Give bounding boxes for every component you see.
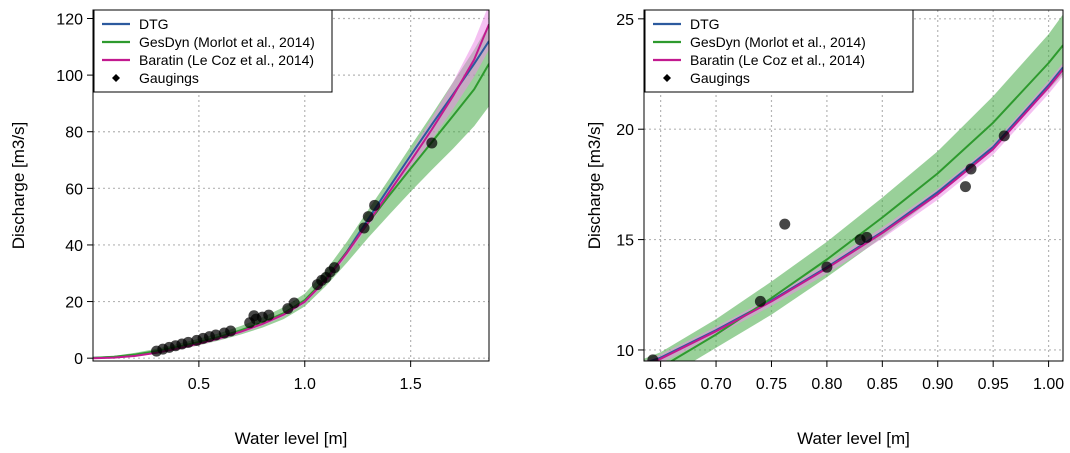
left-chart-panel: 0.5 1.0 1.5 0 20 40 60 80 100 120 Water level [m] D… xyxy=(9,9,490,448)
gauging-point xyxy=(362,211,374,223)
y-axis-label: Discharge [m3/s] xyxy=(9,122,28,250)
x-tick-label: 0.5 xyxy=(188,376,210,393)
gauging-point xyxy=(369,199,381,211)
right-chart-panel: 0.65 0.70 0.75 0.80 0.85 0.90 0.95 1.00 10 15 20 25… xyxy=(585,9,1064,448)
plot-area xyxy=(93,10,489,360)
gauging-point xyxy=(328,262,340,274)
y-tick-label: 10 xyxy=(616,343,634,360)
legend-swatch-gaugings xyxy=(112,74,120,82)
legend-label-gaugings: Gaugings xyxy=(690,70,750,86)
gauging-point xyxy=(754,295,766,307)
x-tick-label: 0.75 xyxy=(756,376,787,393)
x-axis-label: Water level [m] xyxy=(797,429,910,448)
series-line-gesdyn-morlot-et-al-2014 xyxy=(669,44,1063,361)
legend-label-dtg: DTG xyxy=(690,16,720,32)
gauging-point xyxy=(263,309,275,321)
legend-label-gesdyn-morlot-et-al-2014: GesDyn (Morlot et al., 2014) xyxy=(139,34,315,50)
plot-area xyxy=(644,14,1063,361)
gauging-point xyxy=(647,354,659,361)
gauging-point xyxy=(210,329,222,341)
gauging-point xyxy=(779,218,791,230)
legend-label-gaugings: Gaugings xyxy=(139,70,199,86)
y-tick-label: 0 xyxy=(74,351,83,368)
legend-box xyxy=(644,9,914,93)
x-tick-label: 0.70 xyxy=(700,376,731,393)
gauging-point xyxy=(426,137,438,149)
y-tick-label: 120 xyxy=(56,11,83,28)
gauging-point xyxy=(965,163,977,175)
y-tick-label: 60 xyxy=(65,181,83,198)
uncertainty-band-gesdyn-morlot-et-al-2014 xyxy=(93,24,489,359)
series-line-baratin-le-coz-et-al-2014 xyxy=(652,68,1063,361)
y-tick-label: 15 xyxy=(616,233,634,250)
legend: DTG GesDyn (Morlot et al., 2014) Baratin (… xyxy=(644,9,914,93)
x-tick-label: 1.0 xyxy=(294,376,316,393)
gauging-point xyxy=(821,261,833,273)
gauging-point xyxy=(225,325,237,337)
legend: DTG GesDyn (Morlot et al., 2014) Baratin (… xyxy=(93,9,333,93)
x-tick-label: 0.85 xyxy=(867,376,898,393)
legend-box xyxy=(93,9,333,93)
y-axis-label: Discharge [m3/s] xyxy=(585,122,604,250)
gauging-point xyxy=(959,181,971,193)
x-tick-label: 0.80 xyxy=(811,376,842,393)
y-tick-label: 100 xyxy=(56,68,83,85)
legend-label-baratin-le-coz-et-al-2014: Baratin (Le Coz et al., 2014) xyxy=(690,52,865,68)
gauging-point xyxy=(358,222,370,234)
x-tick-label: 0.95 xyxy=(978,376,1009,393)
legend-label-gesdyn-morlot-et-al-2014: GesDyn (Morlot et al., 2014) xyxy=(690,34,866,50)
legend-label-dtg: DTG xyxy=(139,16,169,32)
x-tick-label: 1.5 xyxy=(400,376,422,393)
y-tick-label: 25 xyxy=(616,12,634,29)
y-tick-label: 20 xyxy=(65,295,83,312)
y-tick-label: 40 xyxy=(65,238,83,255)
y-tick-label: 80 xyxy=(65,125,83,142)
legend-swatch-gaugings xyxy=(663,74,671,82)
x-tick-label: 0.90 xyxy=(922,376,953,393)
x-tick-label: 0.65 xyxy=(645,376,676,393)
y-tick-label: 20 xyxy=(616,122,634,139)
x-tick-label: 1.00 xyxy=(1033,376,1064,393)
gauging-point xyxy=(182,336,194,348)
x-axis-label: Water level [m] xyxy=(235,429,348,448)
gauging-point xyxy=(288,297,300,309)
gauging-point xyxy=(861,231,873,243)
legend-label-baratin-le-coz-et-al-2014: Baratin (Le Coz et al., 2014) xyxy=(139,52,314,68)
gauging-point xyxy=(998,130,1010,142)
